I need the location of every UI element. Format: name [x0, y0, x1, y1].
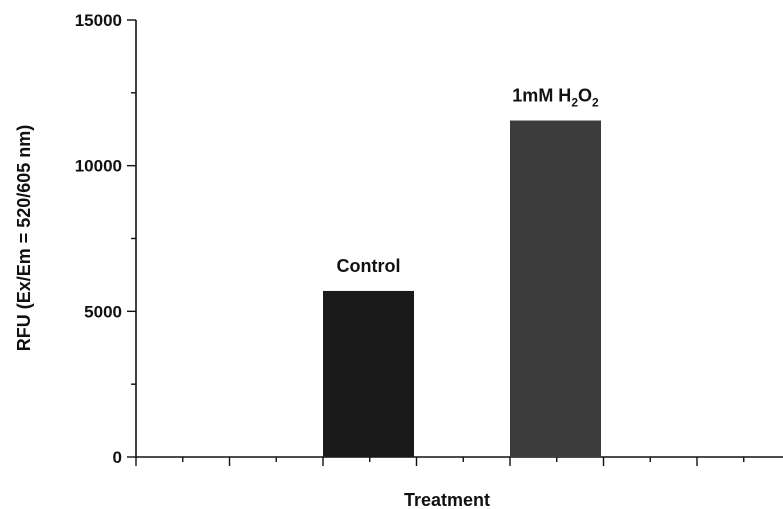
bar-labels: Control 1mM H2O2: [337, 86, 600, 276]
x-axis-title: Treatment: [404, 490, 490, 509]
y-tick-label: 15000: [75, 11, 122, 30]
bars: [323, 120, 601, 457]
bar-label: Control: [337, 256, 401, 276]
y-tick-label: 0: [113, 448, 122, 467]
bar: [323, 290, 414, 457]
y-tick-label: 10000: [75, 157, 122, 176]
bar-label: 1mM H2O2: [512, 86, 599, 110]
axes: 0 5000 10000 15000: [75, 11, 783, 467]
bar: [510, 120, 601, 457]
y-axis-title: RFU (Ex/Em = 520/605 nm): [14, 125, 34, 352]
y-tick-label: 5000: [84, 302, 122, 321]
